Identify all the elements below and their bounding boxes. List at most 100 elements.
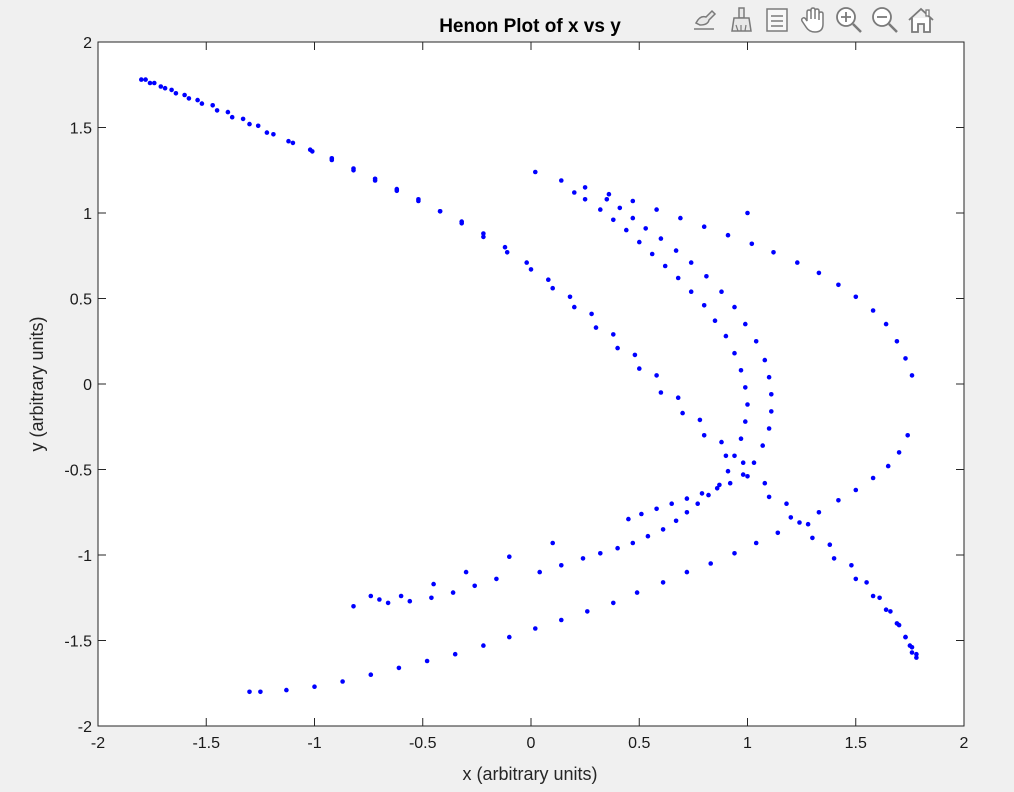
data-point	[559, 563, 564, 568]
data-point	[699, 491, 705, 496]
data-point	[769, 409, 774, 414]
data-point	[634, 590, 640, 595]
data-point	[533, 169, 538, 175]
data-point	[762, 480, 768, 486]
data-point	[247, 121, 252, 127]
axes-background[interactable]	[98, 42, 964, 726]
data-point	[645, 533, 651, 539]
data-point	[885, 463, 891, 469]
data-point	[481, 643, 486, 648]
y-tick-label: -0.5	[64, 463, 92, 480]
y-tick-label: -1.5	[64, 634, 92, 651]
x-axis: -2 -1.5 -1 -0.5 0 0.5 1 1.5 2	[91, 42, 969, 752]
data-point	[424, 658, 430, 664]
data-point	[762, 357, 768, 363]
data-point	[684, 510, 690, 515]
data-point	[816, 510, 822, 515]
data-point	[550, 540, 555, 546]
data-point	[673, 518, 679, 524]
data-point	[905, 433, 910, 438]
data-point	[673, 248, 679, 253]
data-point	[909, 373, 915, 378]
zoom-out-icon	[872, 7, 898, 33]
data-point	[429, 595, 434, 601]
data-point	[727, 480, 733, 486]
y-axis: -2 -1.5 -1 -0.5 0 0.5 1 1.5 2	[64, 35, 964, 736]
data-point	[743, 321, 748, 327]
data-point	[704, 274, 709, 279]
data-point	[585, 609, 590, 614]
data-point	[368, 593, 374, 599]
legend-button[interactable]	[760, 3, 794, 37]
data-point	[173, 91, 179, 96]
data-point	[658, 390, 664, 395]
zoom-out-button[interactable]	[868, 3, 902, 37]
data-point	[795, 260, 800, 265]
data-point	[147, 80, 153, 86]
y-tick-label: 1.5	[70, 121, 92, 138]
data-point	[725, 232, 731, 238]
data-point	[662, 263, 668, 269]
data-point	[751, 460, 757, 466]
data-point	[481, 234, 486, 240]
data-point	[502, 244, 508, 250]
data-point	[611, 600, 616, 606]
data-point	[567, 294, 573, 300]
home-button[interactable]	[904, 3, 938, 37]
data-point	[437, 209, 443, 214]
data-point	[593, 325, 599, 330]
data-point	[416, 197, 421, 202]
data-point	[637, 239, 642, 245]
edit-plot-button[interactable]	[688, 3, 722, 37]
y-tick-label: 0	[83, 377, 92, 394]
data-point	[810, 535, 815, 541]
data-point	[732, 551, 737, 556]
data-point	[675, 275, 681, 281]
data-point	[688, 289, 694, 295]
data-point	[669, 501, 674, 507]
legend-icon	[766, 8, 788, 32]
x-tick-label: 1.5	[845, 735, 867, 752]
data-point	[637, 366, 642, 371]
data-point	[701, 433, 707, 438]
data-point	[784, 501, 789, 507]
x-tick-label: 2	[960, 735, 969, 752]
data-point	[697, 417, 703, 423]
data-point	[340, 679, 345, 684]
data-point	[870, 593, 876, 599]
data-point	[162, 85, 168, 91]
data-point	[351, 166, 356, 171]
data-point	[210, 103, 215, 108]
data-point	[745, 210, 750, 216]
data-point	[660, 527, 666, 532]
x-tick-label: 1	[743, 735, 752, 752]
data-point	[903, 356, 908, 361]
data-point	[247, 689, 252, 695]
pan-button[interactable]	[796, 3, 830, 37]
data-point	[472, 583, 478, 589]
home-icon	[908, 7, 934, 33]
data-point	[725, 468, 731, 474]
data-point	[706, 492, 711, 498]
axes-toolbar	[688, 2, 938, 38]
zoom-in-button[interactable]	[832, 3, 866, 37]
data-point	[888, 609, 893, 614]
data-point	[528, 267, 534, 272]
data-point	[719, 439, 724, 445]
data-point	[507, 634, 512, 640]
data-point	[678, 215, 683, 221]
x-tick-label: 0	[527, 735, 536, 752]
data-point	[914, 655, 919, 660]
data-point	[329, 156, 335, 161]
data-point	[589, 311, 594, 317]
y-tick-label: 2	[83, 35, 92, 52]
data-point	[695, 501, 700, 507]
data-point	[853, 576, 859, 582]
data-point	[504, 250, 510, 255]
brush-button[interactable]	[724, 3, 758, 37]
data-point	[788, 515, 794, 520]
data-point	[240, 116, 246, 122]
data-point	[717, 482, 722, 488]
